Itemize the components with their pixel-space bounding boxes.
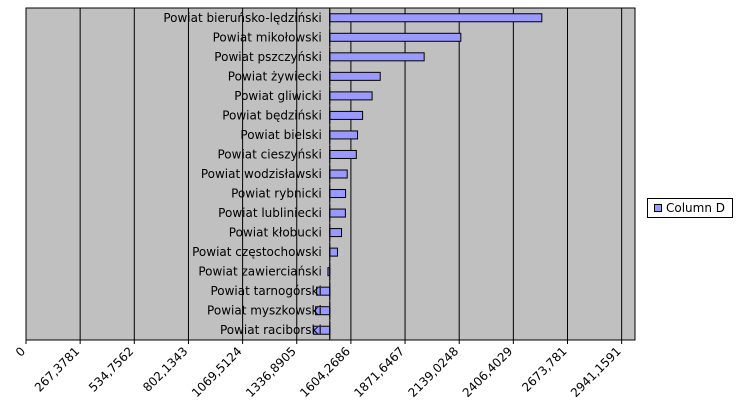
bar — [329, 13, 543, 23]
category-label-layer: Powiat bieruńsko-lędziński Powiat mikołow… — [163, 11, 321, 337]
bar — [329, 130, 359, 140]
category-label: Powiat będziński — [222, 108, 322, 122]
category-label: Powiat tarnogórski — [210, 284, 321, 298]
category-label: Powiat lubliniecki — [218, 206, 322, 220]
bar — [329, 169, 348, 179]
category-label: Powiat żywiecki — [228, 69, 322, 83]
x-tick-label: 2941,1591 — [568, 344, 624, 400]
category-label: Powiat myszkowski — [207, 304, 322, 318]
bar — [329, 32, 462, 42]
category-label: Powiat bieruńsko-lędziński — [163, 11, 321, 25]
x-tick-label: 1871,6467 — [351, 344, 407, 400]
legend-swatch — [654, 204, 662, 212]
legend: Column D — [647, 198, 733, 218]
x-tick-label: 2139,0248 — [406, 344, 462, 400]
x-tick-label: 1604,2686 — [297, 344, 353, 400]
x-tick-label: 534,7562 — [86, 344, 136, 394]
bar — [329, 247, 338, 257]
category-label: Powiat gliwicki — [234, 89, 322, 103]
x-tick-label: 1336,8905 — [243, 344, 299, 400]
grid-layer — [79, 8, 623, 340]
category-label: Powiat mikołowski — [213, 30, 322, 44]
x-tick-label: 2406,4029 — [460, 344, 516, 400]
legend-label: Column D — [666, 201, 726, 215]
bar — [329, 189, 347, 199]
category-label: Powiat wodzisławski — [201, 167, 322, 181]
bar — [329, 91, 373, 101]
category-label: Powiat rybnicki — [231, 187, 322, 201]
bar — [329, 52, 425, 62]
category-label: Powiat kłobucki — [229, 226, 322, 240]
category-label: Powiat bielski — [240, 128, 321, 142]
category-label: Powiat częstochowski — [192, 245, 322, 259]
bar — [329, 110, 364, 120]
bar — [329, 149, 357, 159]
x-tick-label: 2673,781 — [519, 344, 569, 394]
x-tick-label: 1069,5124 — [189, 344, 245, 400]
category-label: Powiat cieszyński — [218, 147, 322, 161]
category-label: Powiat zawierciański — [198, 265, 321, 279]
x-tick-label: 0 — [13, 344, 28, 359]
category-label: Powiat raciborski — [220, 323, 322, 337]
x-tick-label: 267,3781 — [32, 344, 82, 394]
x-tick-layer: 0 267,3781 534,7562 802,13431069,51241336,8… — [13, 340, 624, 400]
x-tick-label: 802,1343 — [140, 344, 190, 394]
bar — [329, 228, 343, 238]
bar — [329, 208, 346, 218]
bar-layer — [313, 8, 543, 340]
bar — [329, 71, 381, 81]
category-label: Powiat pszczyński — [214, 50, 321, 64]
